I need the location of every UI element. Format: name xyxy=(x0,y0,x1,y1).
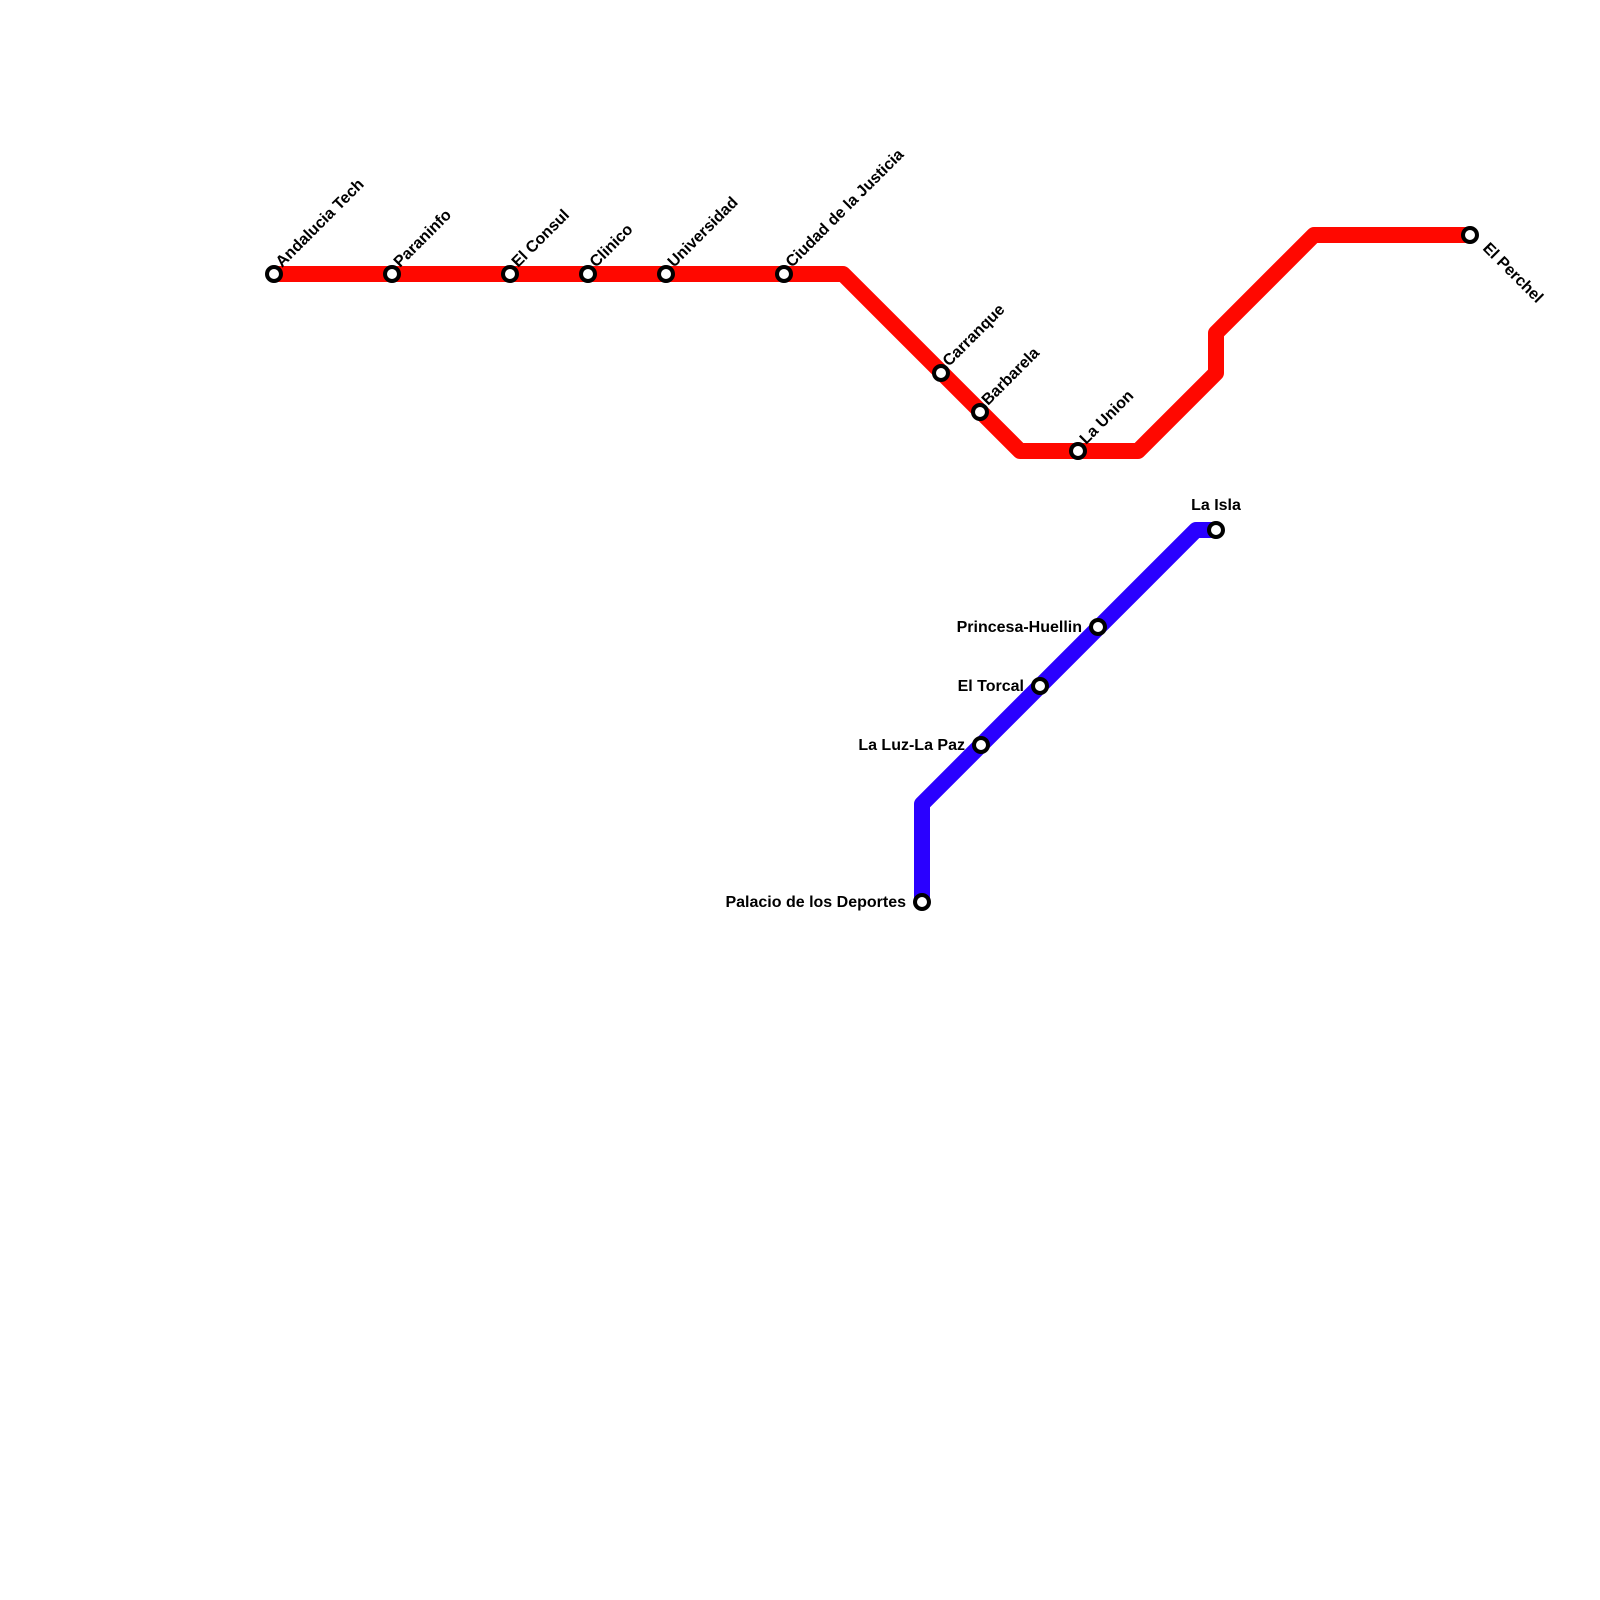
station-label: El Torcal xyxy=(958,678,1024,695)
station-label: La Union xyxy=(1077,387,1137,447)
station-marker xyxy=(265,265,283,283)
station-marker xyxy=(932,364,950,382)
station-label: Paraninfo xyxy=(391,206,455,270)
station-label: Palacio de los Deportes xyxy=(725,894,906,911)
line-route xyxy=(274,227,1470,459)
station-marker xyxy=(913,893,931,911)
station-marker xyxy=(1031,677,1049,695)
station-marker xyxy=(775,265,793,283)
station-label: Andalucia Tech xyxy=(273,176,368,271)
station-label: Ciudad de la Justicia xyxy=(783,146,908,271)
station-marker xyxy=(579,265,597,283)
station-marker xyxy=(1089,618,1107,636)
station-label: Princesa-Huellin xyxy=(957,619,1082,636)
station-label: Barbarela xyxy=(979,345,1043,409)
station-marker xyxy=(1461,226,1479,244)
station-marker xyxy=(657,265,675,283)
station-label: La Luz-La Paz xyxy=(858,737,965,754)
station-marker xyxy=(1069,442,1087,460)
line-route xyxy=(914,522,1216,902)
station-label: Carranque xyxy=(940,301,1009,370)
station-label: El Perchel xyxy=(1479,240,1546,307)
station-marker xyxy=(501,265,519,283)
station-marker xyxy=(1207,521,1225,539)
station-label: La Isla xyxy=(1191,497,1241,514)
station-label: El Consul xyxy=(509,207,573,271)
station-marker xyxy=(971,403,989,421)
station-marker xyxy=(972,736,990,754)
station-label: Clinico xyxy=(587,221,637,271)
station-label: Universidad xyxy=(665,194,742,271)
station-marker xyxy=(383,265,401,283)
